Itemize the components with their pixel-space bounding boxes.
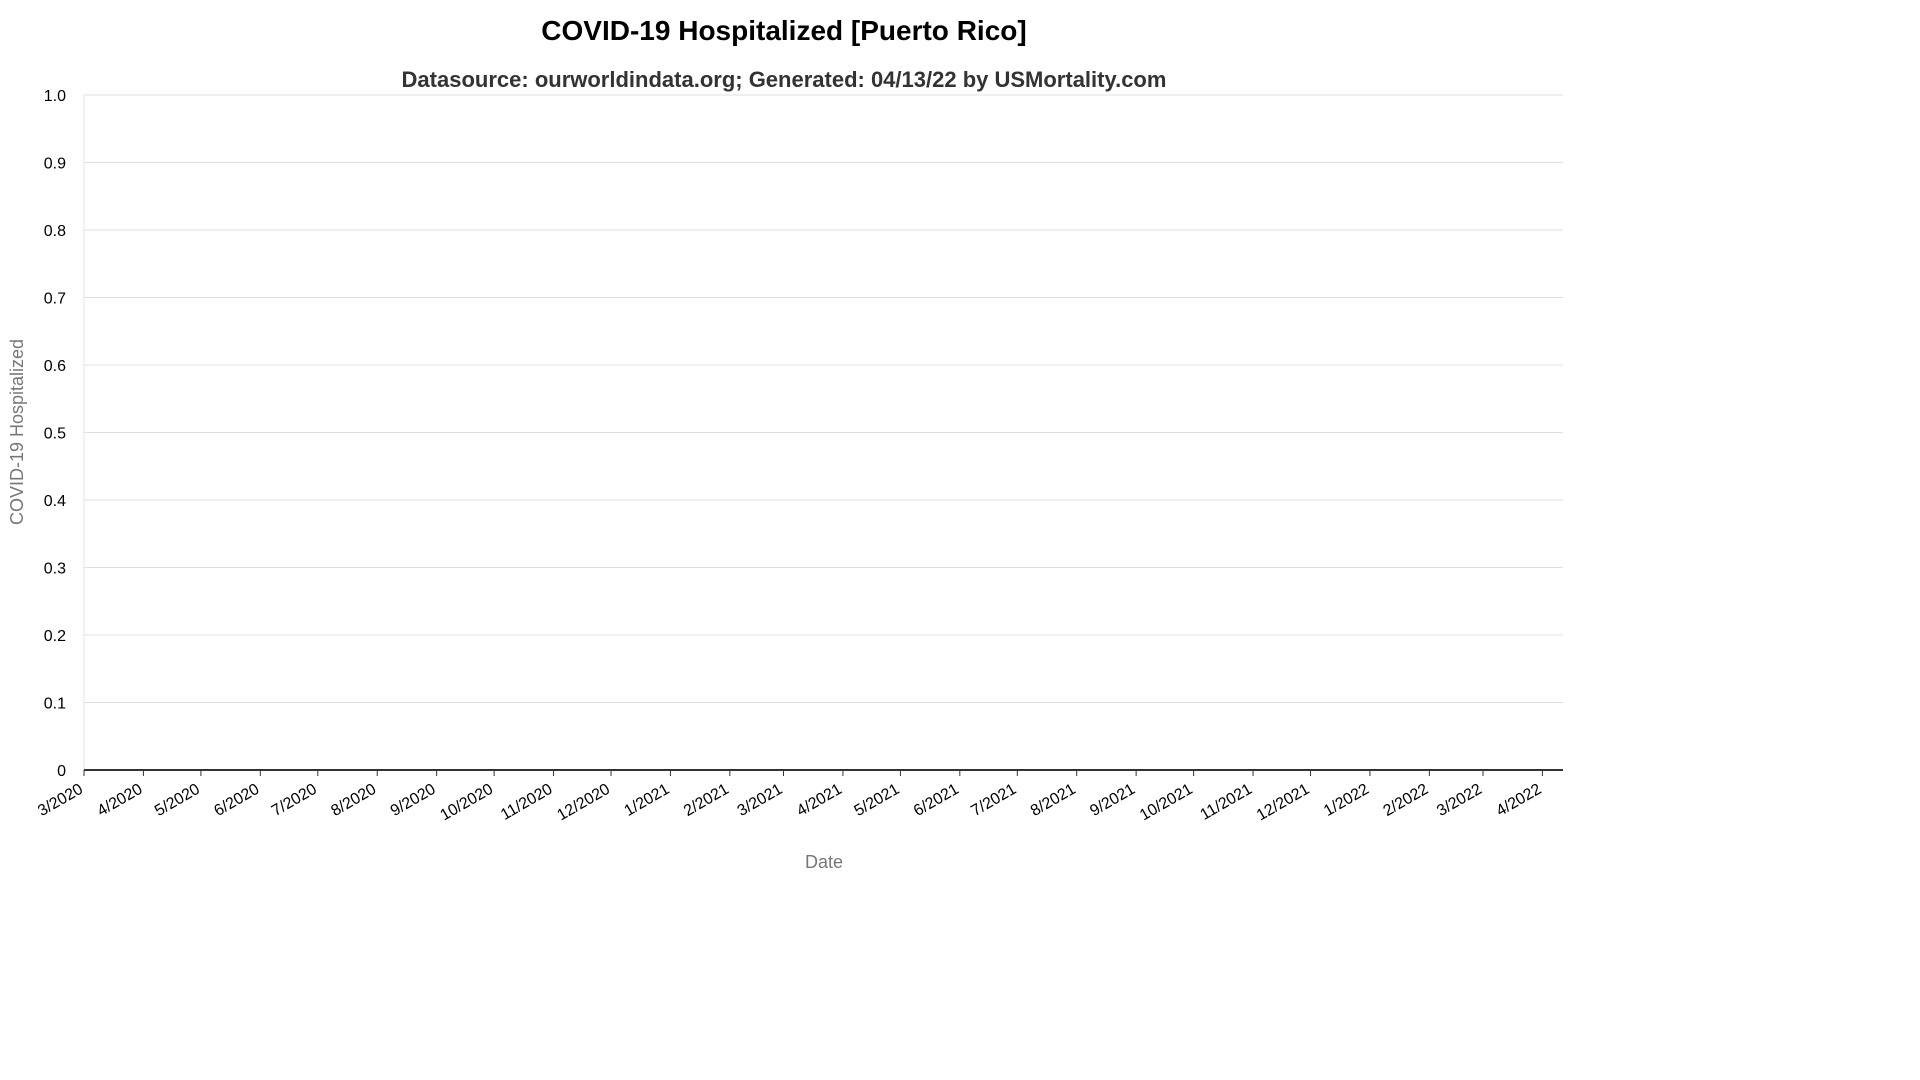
x-tick-label: 4/2022 — [1494, 781, 1545, 820]
x-tick-label: 7/2020 — [269, 781, 320, 820]
x-tick-label: 3/2021 — [735, 781, 786, 820]
x-tick-label: 4/2020 — [95, 781, 146, 820]
y-axis-ticks: 0 0.1 0.2 0.3 0.4 0.5 0.6 0.7 0.8 0.9 1.0 — [44, 88, 66, 780]
x-tick-label: 11/2020 — [498, 781, 556, 824]
x-tick-label: 4/2021 — [794, 781, 845, 820]
y-tick-label: 0.6 — [44, 358, 66, 375]
gridlines — [83, 94, 1563, 771]
chart-subtitle: Datasource: ourworldindata.org; Generate… — [402, 67, 1167, 92]
x-tick-label: 8/2021 — [1028, 781, 1079, 820]
x-tick-label: 9/2021 — [1087, 781, 1138, 820]
y-axis-label: COVID-19 Hospitalized — [7, 339, 27, 525]
x-tick-label: 9/2020 — [388, 781, 439, 820]
x-tick-label: 5/2021 — [852, 781, 903, 820]
x-axis-label: Date — [805, 852, 843, 872]
x-tick-label: 5/2020 — [152, 781, 203, 820]
y-tick-label: 0 — [57, 763, 66, 780]
x-tick-label: 6/2020 — [211, 781, 262, 820]
x-tick-label: 3/2020 — [35, 781, 86, 820]
x-tick-label: 3/2022 — [1434, 781, 1485, 820]
x-tick-label: 11/2021 — [1197, 781, 1255, 824]
y-tick-label: 0.2 — [44, 628, 66, 645]
x-axis-ticks: 3/2020 4/2020 5/2020 6/2020 7/2020 8/2020 9/20… — [35, 770, 1545, 825]
x-tick-label: 8/2020 — [328, 781, 379, 820]
x-tick-label: 2/2021 — [681, 781, 732, 820]
chart-container: COVID-19 Hospitalized [Puerto Rico] Data… — [7, 15, 1563, 872]
x-tick-label: 10/2020 — [438, 781, 497, 825]
y-tick-label: 0.7 — [44, 291, 66, 308]
y-tick-label: 0.1 — [44, 696, 66, 713]
x-tick-label: 7/2021 — [968, 781, 1019, 820]
x-tick-label: 2/2022 — [1380, 781, 1431, 820]
line-chart: COVID-19 Hospitalized [Puerto Rico] Data… — [7, 15, 1563, 872]
y-tick-label: 0.9 — [44, 156, 66, 173]
x-tick-label: 6/2021 — [911, 781, 962, 820]
y-tick-label: 0.5 — [44, 426, 66, 443]
y-tick-label: 0.4 — [44, 493, 66, 510]
y-tick-label: 1.0 — [44, 88, 66, 105]
chart-title: COVID-19 Hospitalized [Puerto Rico] — [541, 15, 1026, 46]
x-tick-label: 1/2022 — [1321, 781, 1372, 820]
x-tick-label: 10/2021 — [1137, 781, 1196, 825]
x-tick-label: 12/2021 — [1254, 781, 1313, 825]
y-tick-label: 0.3 — [44, 561, 66, 578]
y-tick-label: 0.8 — [44, 223, 66, 240]
x-tick-label: 1/2021 — [622, 781, 673, 820]
x-tick-label: 12/2020 — [554, 781, 613, 825]
